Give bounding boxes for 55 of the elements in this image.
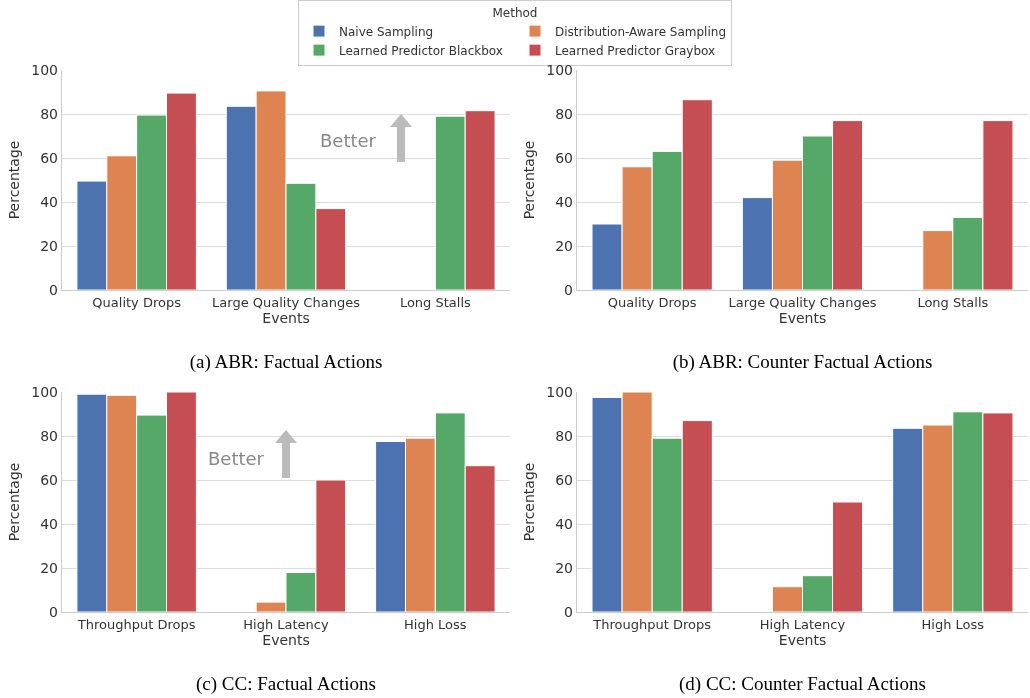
y-tick-label: 20	[555, 559, 573, 576]
x-tick-label: Quality Drops	[92, 294, 182, 310]
legend-label: Learned Predictor Graybox	[555, 43, 716, 58]
annotation: Better	[208, 448, 265, 469]
y-tick-label: 0	[564, 281, 573, 298]
y-tick-label: 100	[546, 61, 573, 78]
text: (c) CC: Factual Actions	[196, 672, 376, 695]
x-axis-title: Events	[262, 310, 310, 326]
y-tick-label: 40	[40, 515, 58, 532]
x-tick-label: Long Stalls	[917, 294, 989, 310]
legend-label: Learned Predictor Blackbox	[339, 43, 503, 58]
x-axis-title: Events	[262, 632, 310, 648]
y-tick-label: 0	[49, 281, 58, 298]
x-tick-label: Quality Drops	[607, 294, 697, 310]
y-axis-title: Percentage	[5, 140, 22, 220]
x-tick-label: High Latency	[243, 616, 329, 632]
x-tick-label: High Loss	[404, 616, 467, 632]
y-axis-title: Percentage	[520, 462, 537, 542]
y-tick-label: 60	[555, 471, 573, 488]
y-tick-label: 0	[49, 603, 58, 620]
y-tick-label: 20	[40, 237, 58, 254]
x-tick-label: High Latency	[759, 616, 846, 632]
y-tick-label: 80	[40, 427, 58, 444]
x-tick-label: Throughput Drops	[76, 616, 196, 632]
x-axis-title: Events	[778, 310, 827, 326]
legend-label: Naive Sampling	[339, 24, 434, 39]
text: (a) ABR: Factual Actions	[189, 350, 383, 373]
text: (d) CC: Counter Factual Actions	[679, 672, 926, 695]
x-tick-label: Large Quality Changes	[728, 294, 877, 310]
legend-label: Distribution-Aware Sampling	[555, 24, 726, 39]
y-axis-title: Percentage	[5, 462, 22, 542]
y-axis-title: Percentage	[520, 140, 537, 220]
x-axis-title: Events	[778, 632, 827, 648]
y-tick-label: 60	[40, 471, 58, 488]
x-tick-label: Throughput Drops	[592, 616, 712, 632]
y-tick-label: 40	[40, 193, 58, 210]
x-tick-label: Large Quality Changes	[212, 294, 361, 310]
x-tick-label: Long Stalls	[399, 294, 472, 310]
y-tick-label: 0	[564, 603, 573, 620]
y-tick-label: 40	[555, 193, 573, 210]
y-tick-label: 40	[555, 515, 573, 532]
y-tick-label: 100	[546, 383, 573, 400]
y-tick-label: 100	[31, 383, 58, 400]
legend-title: Method	[492, 5, 538, 20]
text: (b) ABR: Counter Factual Actions	[672, 350, 933, 373]
y-tick-label: 20	[555, 237, 573, 254]
y-tick-label: 80	[555, 427, 573, 444]
y-tick-label: 80	[555, 105, 573, 122]
y-tick-label: 100	[31, 61, 58, 78]
annotation: Better	[320, 130, 377, 151]
y-tick-label: 60	[555, 149, 573, 166]
x-tick-label: High Loss	[921, 616, 985, 632]
y-tick-label: 60	[40, 149, 58, 166]
y-tick-label: 80	[40, 105, 58, 122]
y-tick-label: 20	[40, 559, 58, 576]
